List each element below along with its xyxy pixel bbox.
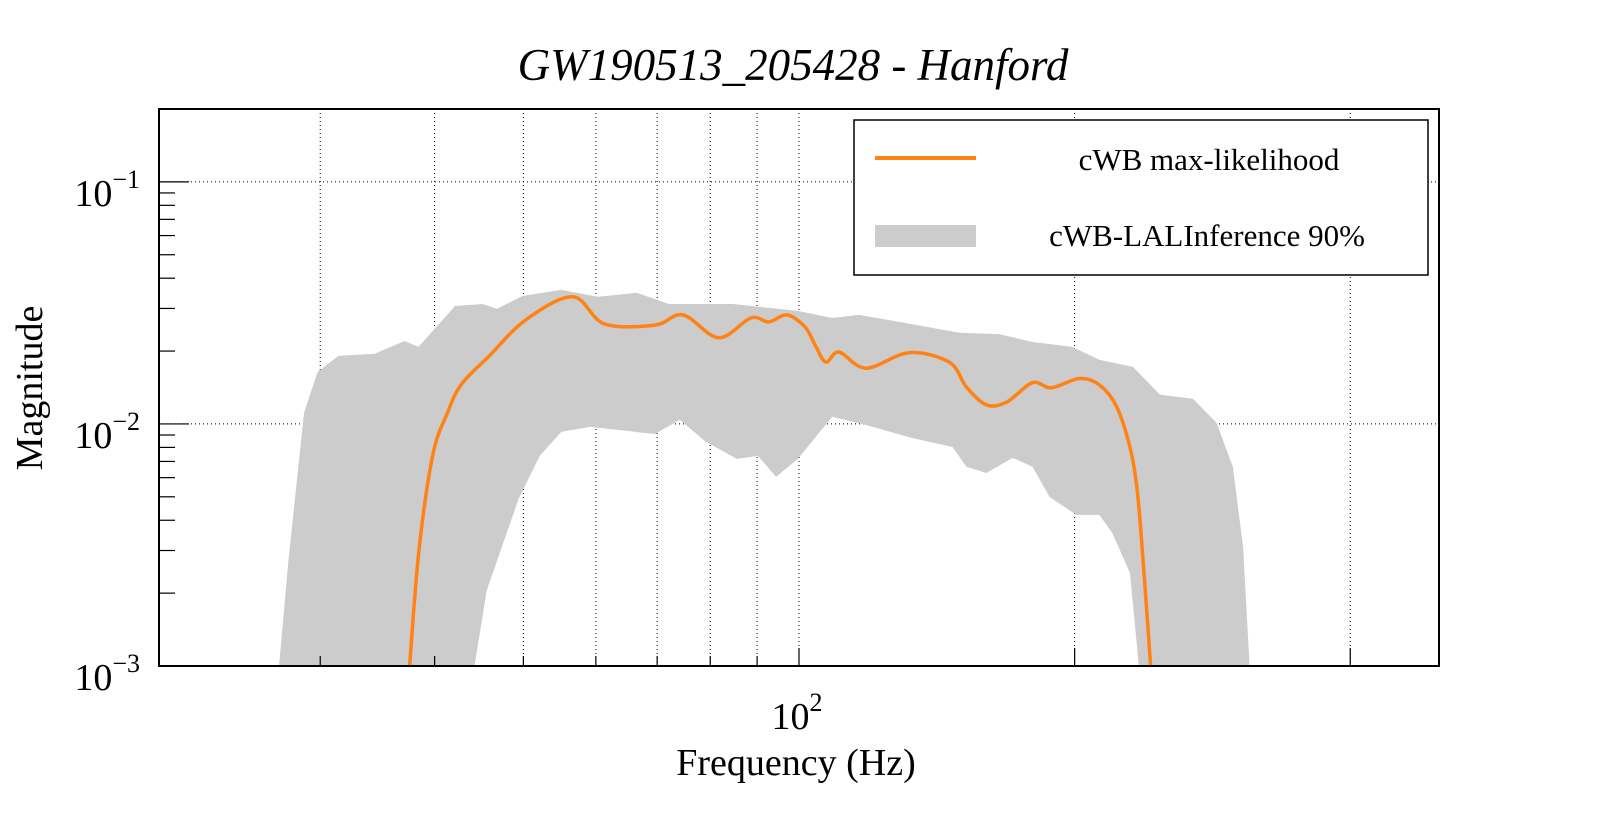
legend-label-max-likelihood: cWB max-likelihood <box>1079 142 1340 177</box>
legend: cWB max-likelihood cWB-LALInference 90% <box>853 119 1429 276</box>
plot-frame <box>158 108 1440 667</box>
legend-swatch-band <box>875 225 976 247</box>
x-tick-label-exponent: 2 <box>810 688 823 717</box>
data-layer <box>279 289 1250 666</box>
y-tick-label: 10−3 <box>74 649 140 699</box>
y-axis-label: Magnitude <box>9 306 51 471</box>
confidence-band-90 <box>279 289 1250 666</box>
y-tick-label-exponent: −2 <box>112 407 140 436</box>
y-tick-label-exponent: −1 <box>112 165 140 194</box>
y-tick-label: 10−2 <box>74 407 140 457</box>
max-likelihood-line <box>407 295 1153 666</box>
y-tick-label-exponent: −3 <box>112 649 140 678</box>
x-tick-labels: 102 <box>772 688 823 738</box>
legend-label-90-band: cWB-LALInference 90% <box>1049 218 1365 253</box>
y-tick-label-base: 10 <box>74 415 112 457</box>
x-axis-label: Frequency (Hz) <box>676 742 916 784</box>
chart-title: GW190513_205428 - Hanford <box>518 40 1069 90</box>
y-tick-label: 10−1 <box>74 165 140 215</box>
y-tick-label-base: 10 <box>74 657 112 699</box>
y-tick-label-base: 10 <box>74 173 112 215</box>
legend-box <box>853 119 1429 276</box>
x-tick-label-base: 10 <box>772 696 810 738</box>
y-tick-labels: 10−310−210−1 <box>74 165 140 699</box>
x-tick-label: 102 <box>772 688 823 738</box>
